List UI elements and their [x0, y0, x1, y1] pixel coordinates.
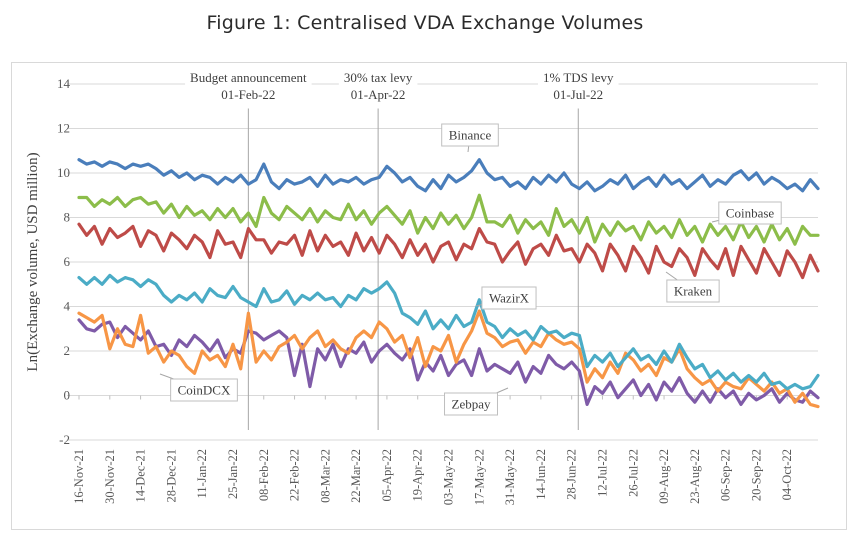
- callout-label: WazirX: [489, 291, 530, 306]
- y-tick-label: 4: [64, 299, 71, 314]
- x-tick-label: 06-Sep-22: [719, 449, 733, 501]
- callout-kraken: Kraken: [665, 271, 720, 303]
- series-line-wazirx: [77, 273, 820, 391]
- x-tick-label: 11-Jan-22: [195, 449, 209, 499]
- callout-box: [170, 378, 238, 402]
- y-tick-label: -2: [59, 432, 70, 447]
- x-tick-label: 30-Nov-21: [103, 449, 117, 504]
- callout-wazirx: WazirX: [475, 286, 537, 310]
- event-label-bg: [338, 68, 418, 104]
- series-line-zebpay: [77, 318, 820, 406]
- event-label-bg: [185, 68, 312, 104]
- series-line-binance: [77, 158, 820, 193]
- callout-zebpay: Zebpay: [444, 387, 509, 416]
- callout-box: [718, 201, 782, 225]
- series-line-coinbase: [77, 193, 820, 246]
- y-axis-ticks: -2 0 2 4 6 8 10 12 14: [57, 76, 71, 447]
- callout-label: Binance: [449, 128, 492, 143]
- event-label: 1% TDS levy: [543, 70, 614, 85]
- series-lines: [77, 158, 820, 409]
- x-tick-label: 14-Dec-21: [134, 449, 148, 502]
- x-tick-label: 28-Jun-22: [565, 449, 579, 500]
- x-tick-label: 31-May-22: [503, 449, 517, 505]
- callouts: Binance Coinbase Kraken WazirX CoinDCX Zebpay: [159, 123, 782, 416]
- x-tick-label: 22-Feb-22: [288, 449, 302, 501]
- x-tick-label: 14-Jun-22: [534, 449, 548, 500]
- event-label: Budget announcement: [190, 70, 307, 85]
- callout-box: [441, 123, 499, 147]
- y-tick-label: 10: [57, 165, 70, 180]
- x-tick-label: 09-Aug-22: [657, 449, 671, 504]
- x-tick-label: 04-Oct-22: [780, 449, 794, 500]
- event-date: 01-Feb-22: [221, 87, 275, 102]
- y-tick-label: 2: [64, 343, 71, 358]
- callout-label: Zebpay: [452, 397, 491, 412]
- callout-coindcx: CoinDCX: [159, 373, 238, 402]
- series-line-kraken: [77, 222, 820, 280]
- x-tick-label: 23-Aug-22: [688, 449, 702, 504]
- x-tick-label: 08-Feb-22: [257, 449, 271, 501]
- x-tick-label: 19-Apr-22: [411, 449, 425, 502]
- event-date: 01-Jul-22: [553, 87, 603, 102]
- x-tick-label: 08-Mar-22: [318, 449, 332, 503]
- y-tick-label: 0: [64, 388, 71, 403]
- callout-binance: Binance: [441, 123, 499, 153]
- event-date: 01-Apr-22: [351, 87, 406, 102]
- y-tick-label: 12: [57, 121, 70, 136]
- callout-box: [444, 392, 498, 416]
- y-axis-title: Ln(Exchange volume, USD million): [25, 152, 41, 371]
- x-tick-label: 16-Nov-21: [72, 449, 86, 504]
- callout-box: [481, 286, 537, 310]
- x-tick-label: 03-May-22: [442, 449, 456, 505]
- callout-label: Kraken: [674, 284, 713, 299]
- y-tick-label: 14: [57, 76, 71, 91]
- callout-label: Coinbase: [726, 206, 775, 221]
- event-label-bg: [537, 68, 619, 104]
- x-tick-label: 05-Apr-22: [380, 449, 394, 502]
- series-line-coindcx: [77, 309, 820, 409]
- x-tick-label: 17-May-22: [472, 449, 486, 505]
- x-tick-label: 26-Jul-22: [626, 449, 640, 497]
- x-tick-label: 22-Mar-22: [349, 449, 363, 503]
- x-tick-label: 25-Jan-22: [226, 449, 240, 499]
- x-tick-label: 28-Dec-21: [164, 449, 178, 502]
- x-axis-ticks: 16-Nov-21 30-Nov-21 14-Dec-21 28-Dec-21 11-J…: [72, 395, 794, 505]
- y-tick-label: 8: [64, 210, 71, 225]
- callout-coinbase: Coinbase: [711, 201, 782, 225]
- x-tick-label: 12-Jul-22: [595, 449, 609, 497]
- y-tick-label: 6: [64, 254, 71, 269]
- x-tick-label: 20-Sep-22: [749, 449, 763, 501]
- figure-title: Figure 1: Centralised VDA Exchange Volum…: [206, 12, 644, 34]
- event-label: 30% tax levy: [344, 70, 413, 85]
- event-lines: Budget announcement 01-Feb-22 30% tax levy…: [185, 68, 619, 430]
- callout-label: CoinDCX: [178, 383, 231, 398]
- callout-box: [666, 279, 720, 303]
